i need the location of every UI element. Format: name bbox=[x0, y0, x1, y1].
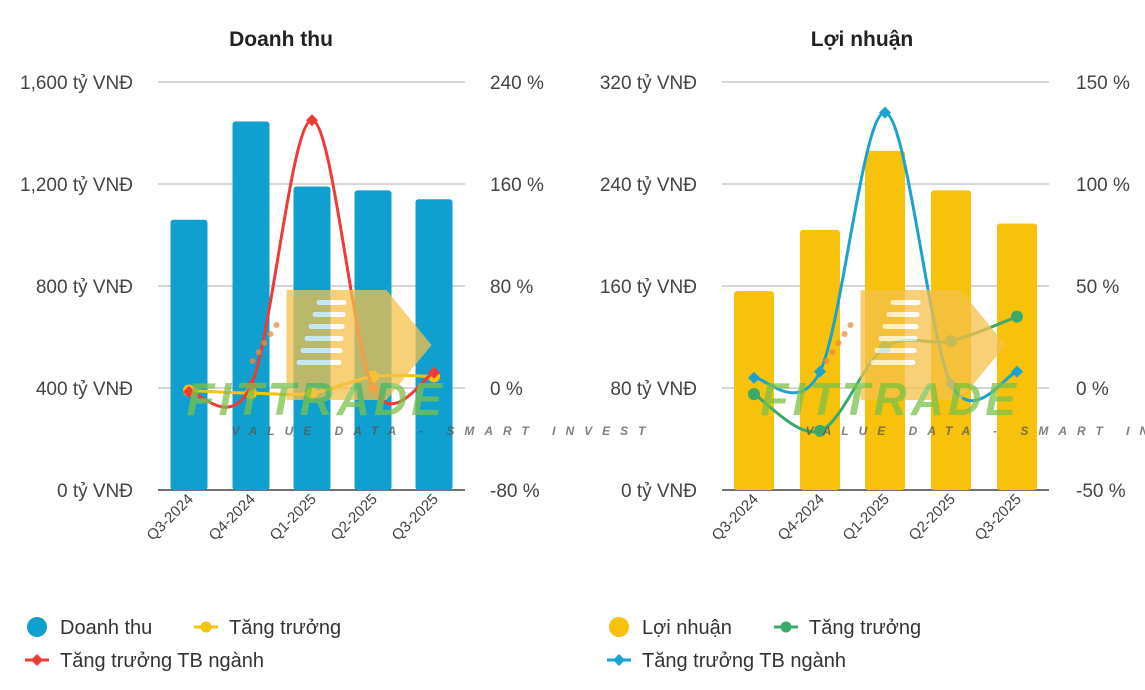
watermark-stripe bbox=[882, 324, 919, 329]
bar bbox=[415, 199, 453, 491]
y-tick-label: 400 tỷ VNĐ bbox=[36, 379, 133, 400]
watermark-stripe bbox=[316, 300, 347, 305]
watermark-dot bbox=[847, 322, 854, 328]
watermark-dot bbox=[249, 358, 256, 364]
y2-tick-label: 160 % bbox=[490, 175, 544, 196]
y-tick-label: 1,600 tỷ VNĐ bbox=[20, 73, 133, 94]
watermark-stripe bbox=[312, 312, 346, 317]
watermark-stripe bbox=[296, 360, 342, 365]
data-point bbox=[245, 379, 257, 392]
y-tick-label: 240 tỷ VNĐ bbox=[600, 175, 697, 196]
watermark-dot bbox=[261, 340, 268, 346]
x-tick-label: Q1-2025 bbox=[267, 491, 320, 544]
legend-marker bbox=[613, 654, 625, 666]
data-point bbox=[1011, 365, 1023, 378]
y2-tick-label: -50 % bbox=[1076, 481, 1126, 502]
x-tick-label: Q3-2024 bbox=[709, 491, 762, 544]
watermark-brand: FITTRADE bbox=[187, 373, 446, 425]
watermark-stripe bbox=[300, 348, 343, 353]
y-tick-label: 800 tỷ VNĐ bbox=[36, 277, 133, 298]
legend-item[interactable]: Tăng trưởng TB ngành bbox=[25, 650, 264, 672]
x-tick-label: Q3-2025 bbox=[972, 491, 1025, 544]
y2-tick-label: 0 % bbox=[490, 379, 523, 400]
data-point bbox=[306, 114, 318, 127]
watermark-stripe bbox=[870, 360, 916, 365]
watermark-tagline: VALUE DATA - SMART INVEST bbox=[232, 424, 656, 438]
watermark-dot bbox=[829, 349, 836, 355]
y-tick-label: 1,200 tỷ VNĐ bbox=[20, 175, 133, 196]
chart-title: Lợi nhuận bbox=[811, 28, 913, 51]
chart-title: Doanh thu bbox=[229, 28, 333, 51]
legend-marker bbox=[780, 621, 792, 633]
x-tick-label: Q4-2024 bbox=[206, 491, 259, 544]
x-tick-label: Q3-2025 bbox=[389, 491, 442, 544]
data-point bbox=[428, 366, 440, 379]
bar bbox=[170, 219, 208, 490]
y2-tick-label: 100 % bbox=[1076, 175, 1130, 196]
watermark-dot bbox=[823, 358, 830, 364]
legend-label: Lợi nhuận bbox=[642, 617, 732, 639]
x-tick-label: Q4-2024 bbox=[775, 491, 828, 544]
watermark-tagline: VALUE DATA - SMART INVEST bbox=[806, 424, 1145, 438]
data-point bbox=[814, 424, 826, 437]
x-tick-label: Q2-2025 bbox=[906, 491, 959, 544]
watermark-stripe bbox=[308, 324, 345, 329]
data-point bbox=[814, 365, 826, 378]
y2-tick-label: 150 % bbox=[1076, 73, 1130, 94]
legend-item[interactable]: Tăng trưởng TB ngành bbox=[607, 650, 846, 672]
bar bbox=[800, 229, 840, 490]
legend-label: Doanh thu bbox=[60, 617, 152, 639]
data-point bbox=[1011, 310, 1023, 323]
legend-item[interactable]: Lợi nhuận bbox=[609, 617, 732, 639]
y2-tick-label: 80 % bbox=[490, 277, 533, 298]
legend-marker bbox=[609, 617, 629, 637]
data-point bbox=[748, 371, 760, 384]
legend-marker bbox=[200, 621, 212, 633]
x-tick-label: Q3-2024 bbox=[144, 491, 197, 544]
legend-label: Tăng trưởng bbox=[229, 617, 341, 639]
watermark-hexagon bbox=[286, 290, 432, 400]
legend-label: Tăng trưởng TB ngành bbox=[642, 650, 846, 672]
x-tick-label: Q2-2025 bbox=[328, 491, 381, 544]
y2-tick-label: 240 % bbox=[490, 73, 544, 94]
data-point bbox=[748, 388, 760, 401]
watermark-stripe bbox=[304, 336, 344, 341]
watermark-stripe bbox=[878, 336, 918, 341]
y2-tick-label: -80 % bbox=[490, 481, 540, 502]
y-tick-label: 0 tỷ VNĐ bbox=[57, 481, 133, 502]
legend-marker bbox=[27, 617, 47, 637]
y-tick-label: 320 tỷ VNĐ bbox=[600, 73, 697, 94]
x-tick-label: Q1-2025 bbox=[840, 491, 893, 544]
legend-item[interactable]: Tăng trưởng bbox=[774, 617, 921, 639]
y-tick-label: 0 tỷ VNĐ bbox=[621, 481, 697, 502]
watermark-stripe bbox=[874, 348, 917, 353]
watermark-dot bbox=[267, 331, 274, 337]
legend-marker bbox=[31, 654, 43, 666]
legend-item[interactable]: Doanh thu bbox=[27, 617, 152, 639]
y-tick-label: 160 tỷ VNĐ bbox=[600, 277, 697, 298]
watermark-dot bbox=[841, 331, 848, 337]
y2-tick-label: 0 % bbox=[1076, 379, 1109, 400]
watermark-stripe bbox=[890, 300, 921, 305]
legend-item[interactable]: Tăng trưởng bbox=[194, 617, 341, 639]
watermark-brand: FITTRADE bbox=[761, 373, 1020, 425]
data-point bbox=[183, 385, 195, 398]
data-point bbox=[879, 106, 891, 119]
y2-tick-label: 50 % bbox=[1076, 277, 1119, 298]
watermark-stripe bbox=[886, 312, 920, 317]
watermark-dot bbox=[273, 322, 280, 328]
watermark-hexagon bbox=[860, 290, 1006, 400]
legend-label: Tăng trưởng TB ngành bbox=[60, 650, 264, 672]
watermark-dot bbox=[255, 349, 262, 355]
watermark-dot bbox=[835, 340, 842, 346]
legend-label: Tăng trưởng bbox=[809, 617, 921, 639]
bar bbox=[997, 223, 1037, 490]
y-tick-label: 80 tỷ VNĐ bbox=[610, 379, 697, 400]
chart-revenue: Doanh thu 0 tỷ VNĐ -80 % 400 tỷ VNĐ 0 % 800 t… bbox=[20, 28, 544, 672]
